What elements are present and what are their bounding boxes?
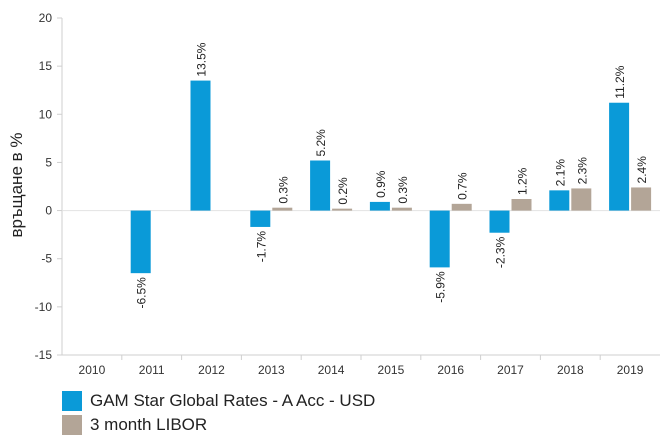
legend-swatch-fund <box>62 391 82 411</box>
legend: GAM Star Global Rates - A Acc - USD 3 mo… <box>62 389 375 437</box>
data-label: -1.7% <box>254 231 268 263</box>
data-label: 13.5% <box>195 42 209 76</box>
y-tick-label: 0 <box>45 204 52 218</box>
data-label: 0.3% <box>276 176 290 204</box>
bar-libor <box>451 203 472 211</box>
data-label: 11.2% <box>613 65 627 98</box>
y-tick-label: 15 <box>39 59 53 73</box>
y-tick-label: -10 <box>35 300 53 314</box>
axes <box>61 18 660 356</box>
bar-libor <box>511 199 532 211</box>
bar-libor <box>272 207 293 211</box>
bar-fund <box>250 210 271 227</box>
x-tick-label: 2019 <box>617 363 644 377</box>
x-tick-label: 2015 <box>378 363 405 377</box>
bar-fund <box>190 80 211 211</box>
y-tick-labels: -15 -10 -5 0 5 10 15 20 <box>35 11 62 362</box>
bar-libor <box>571 188 592 211</box>
x-tick-label: 2011 <box>139 363 165 377</box>
data-label: 2.4% <box>635 156 649 184</box>
data-label: -2.3% <box>494 236 508 268</box>
bar-fund <box>310 160 331 211</box>
bar-fund <box>609 102 630 211</box>
data-label: 2.1% <box>553 159 567 187</box>
data-label: 0.3% <box>396 176 410 204</box>
y-tick-label: 20 <box>39 11 53 25</box>
bar-libor <box>391 207 412 211</box>
y-tick-label: 10 <box>39 107 53 121</box>
bar-fund <box>130 210 151 274</box>
data-label: 2.3% <box>575 157 589 185</box>
data-label: -6.5% <box>135 277 149 309</box>
y-tick-label: -15 <box>35 348 53 362</box>
bar-fund <box>549 190 570 211</box>
data-label: 0.7% <box>456 172 470 200</box>
bar-fund <box>369 201 390 211</box>
bar-libor <box>332 208 353 211</box>
x-tick-labels: 2010 2011 2012 2013 2014 2015 2016 2017 2018 2019 <box>79 355 644 377</box>
bar-libor <box>631 187 652 211</box>
legend-label-fund: GAM Star Global Rates - A Acc - USD <box>90 391 376 410</box>
y-tick-label: 5 <box>45 155 52 169</box>
data-label: 1.2% <box>516 167 530 195</box>
data-label: 5.2% <box>314 129 328 157</box>
y-tick-label: -5 <box>41 252 52 266</box>
bars <box>130 80 652 274</box>
legend-swatch-libor <box>62 415 82 435</box>
data-label: 0.2% <box>336 177 350 205</box>
bar-fund <box>489 210 510 233</box>
legend-label-libor: 3 month LIBOR <box>90 415 208 434</box>
x-tick-label: 2010 <box>79 363 106 377</box>
x-tick-label: 2013 <box>258 363 285 377</box>
data-label: 0.9% <box>374 170 388 198</box>
x-tick-label: 2016 <box>437 363 464 377</box>
y-axis-label: връщане в % <box>7 133 26 238</box>
data-label: -5.9% <box>434 271 448 303</box>
x-tick-label: 2014 <box>318 363 345 377</box>
bar-fund <box>429 210 450 268</box>
legend-item-libor: 3 month LIBOR <box>62 413 375 437</box>
legend-item-fund: GAM Star Global Rates - A Acc - USD <box>62 389 375 413</box>
data-labels: -6.5% 13.5% -1.7% 5.2% 0.9% -5.9% -2.3% 2.1% 11.… <box>135 42 649 308</box>
x-tick-label: 2017 <box>497 363 524 377</box>
x-tick-label: 2012 <box>198 363 225 377</box>
x-tick-label: 2018 <box>557 363 584 377</box>
